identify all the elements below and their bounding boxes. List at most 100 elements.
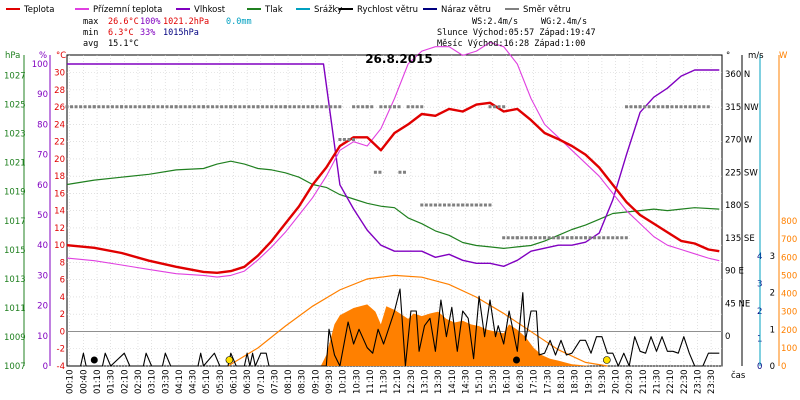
wind-direction-dot [706, 105, 710, 109]
wind-direction-dot [452, 203, 456, 207]
wind-direction-dot [179, 105, 183, 109]
dir-unit-label: ° [726, 51, 730, 61]
x-tick-label: 17:30 [543, 370, 553, 395]
x-tick-label: 02:30 [134, 370, 144, 395]
wind-direction-dot [352, 105, 356, 109]
wm2-tick-label: 400 [781, 290, 797, 300]
legend-label-rain: Srážky [314, 5, 342, 15]
wind-direction-dot [529, 236, 533, 240]
x-tick-label: 11:30 [380, 370, 390, 395]
min-press: 1015hPa [163, 28, 199, 38]
wg-value: WG:2.4m/s [541, 17, 587, 27]
wind-direction-dot [397, 105, 401, 109]
dir-tick-label: 0 [725, 332, 730, 342]
wind-direction-dot [470, 203, 474, 207]
pct-tick-label: 10 [37, 332, 48, 342]
x-tick-label: 19:30 [598, 370, 608, 395]
x-tick-label: 09:10 [311, 370, 321, 395]
wind-direction-dot [292, 105, 296, 109]
temp-tick-label: 14 [54, 207, 65, 217]
grid-lines [67, 55, 722, 367]
wind-direction-dot [533, 236, 537, 240]
x-tick-label: 16:10 [502, 369, 512, 394]
dir-tick-label: 360 N [725, 70, 750, 80]
hpa-tick-label: 1007 [4, 362, 26, 372]
wind-direction-dot [242, 105, 246, 109]
x-tick-label: 12:30 [407, 370, 417, 395]
wind-direction-dot [620, 236, 624, 240]
wind-direction-dot [156, 105, 160, 109]
wind-direction-dot [70, 105, 74, 109]
wind-direction-dot [483, 203, 487, 207]
wind-direction-dot [265, 105, 269, 109]
wind-direction-dot [147, 105, 151, 109]
min-temp: 6.3°C [108, 28, 134, 38]
wind-direction-dot [138, 105, 142, 109]
x-tick-label: 01:10 [93, 370, 103, 395]
wind-direction-dot [297, 105, 301, 109]
wind-direction-dot [624, 105, 628, 109]
wind-direction-dot [224, 105, 228, 109]
wind-direction-dot [347, 138, 351, 141]
x-tick-label: 15:30 [489, 370, 499, 395]
wind-direction-dot [215, 105, 219, 109]
pct-unit-label: % [39, 51, 47, 61]
wind-direction-dot [274, 105, 278, 109]
wind-direction-dot [465, 203, 469, 207]
legend-label-dir: Směr větru [523, 5, 571, 15]
wind-direction-dot [670, 105, 674, 109]
wind-direction-dot [420, 203, 424, 207]
wind-direction-dot [170, 105, 174, 109]
wind-direction-dot [479, 203, 483, 207]
wind-direction-dot [183, 105, 187, 109]
moon-times: Měsíc Východ:16:28 Západ:1:00 [437, 39, 585, 49]
dir-tick-label: 270 W [725, 136, 753, 146]
wind-direction-dots [65, 105, 710, 364]
moonrise-marker [512, 356, 520, 364]
wind-direction-dot [561, 236, 565, 240]
x-tick-label: 00:40 [79, 370, 89, 395]
wind-direction-dot [547, 236, 551, 240]
ws-value: WS:2.4m/s [472, 17, 518, 27]
wind-direction-dot [151, 105, 155, 109]
min-label: min [83, 28, 98, 38]
wind-direction-dot [615, 236, 619, 240]
x-tick-label: 13:10 [421, 370, 431, 395]
temp-tick-label: 16 [54, 189, 65, 199]
wind-direction-dot [502, 105, 506, 109]
wind-direction-dot [101, 105, 105, 109]
x-tick-label: 14:10 [448, 370, 458, 395]
hpa-tick-label: 1015 [4, 246, 26, 256]
wind-direction-dot [588, 236, 592, 240]
wm2-tick-label: 300 [781, 308, 797, 318]
x-tick-label: 02:10 [120, 370, 130, 395]
wind-direction-dot [474, 203, 478, 207]
sunrise-marker [225, 356, 234, 364]
temperature-line [66, 101, 720, 274]
legend: Teplota Přízemní teplota Vlhkost Tlak Srážky… [6, 5, 571, 15]
wind-direction-dot [565, 236, 569, 240]
x-tick-label: 17:10 [530, 370, 540, 395]
wind-direction-dot [570, 236, 574, 240]
x-tick-label: 08:30 [298, 370, 308, 395]
wind-direction-dot [688, 105, 692, 109]
wind-direction-dot [106, 105, 110, 109]
wind-direction-dot [97, 105, 101, 109]
wind-direction-dot [142, 105, 146, 109]
wind-direction-dot [438, 203, 442, 207]
wm2-tick-label: 700 [781, 235, 797, 245]
wind-direction-dot [424, 203, 428, 207]
wind-direction-dot [379, 105, 383, 109]
ground-temperature-line [66, 41, 720, 278]
temp-tick-label: 20 [54, 155, 65, 165]
wind-direction-dot [220, 105, 224, 109]
x-tick-label: 06:10 [229, 370, 239, 395]
wind-direction-dot [411, 105, 415, 109]
hpa-tick-label: 1025 [4, 101, 26, 111]
avg-label: avg [83, 39, 98, 49]
pct-tick-label: 60 [37, 181, 48, 191]
temp-tick-label: 10 [54, 241, 65, 251]
wind-direction-dot [338, 138, 342, 141]
x-tick-label: 03:30 [161, 370, 171, 395]
